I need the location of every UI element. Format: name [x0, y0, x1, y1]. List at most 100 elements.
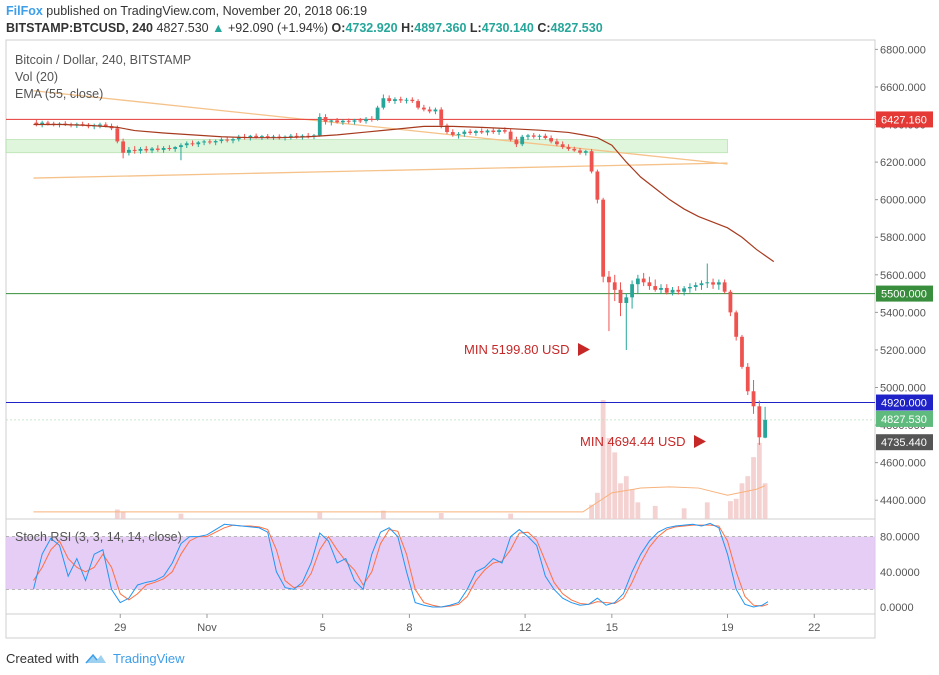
volume-bar [618, 483, 623, 519]
up-triangle-icon: ▲ [212, 21, 225, 35]
candle-body [682, 288, 687, 292]
tradingview-link[interactable]: TradingView [112, 650, 185, 666]
candle-body [352, 120, 357, 122]
candle-body [664, 287, 669, 293]
volume-bar [728, 501, 733, 519]
time-tick-label: 19 [721, 622, 733, 634]
candle-body [607, 276, 611, 283]
candle-body [572, 148, 577, 151]
candle-body [445, 125, 449, 133]
time-tick-label: 5 [320, 622, 326, 634]
volume-bar [733, 498, 739, 519]
candle-body [427, 109, 432, 112]
stoch-tick-label: 0.0000 [880, 602, 914, 614]
trendline[interactable] [33, 162, 728, 179]
time-axis[interactable]: 29 Nov 5 8 12 15 19 22 [114, 614, 820, 634]
candle-body [40, 122, 45, 125]
support-zone-layer [5, 139, 728, 154]
candle-body [456, 133, 461, 135]
candle-body [248, 135, 253, 138]
change-value: +92.090 (+1.94%) [227, 21, 329, 35]
candle-body [554, 141, 559, 145]
publisher-name[interactable]: FilFox [6, 4, 43, 18]
volume-bar [438, 513, 444, 519]
volume-bar [756, 442, 762, 519]
stoch-tick-label: 40.0000 [880, 567, 920, 579]
candle-body [583, 151, 588, 153]
candle-body [560, 144, 565, 148]
candle-body [393, 99, 397, 102]
legend-title: Bitcoin / Dollar, 240, BITSTAMP [15, 53, 191, 67]
volume-bar [380, 510, 386, 519]
footer: Created with TradingView [6, 648, 185, 668]
candle-body [173, 147, 178, 149]
candle-body [711, 282, 715, 285]
volume-bar [317, 512, 323, 519]
open-label: O: [331, 21, 346, 35]
candle-body [144, 148, 149, 151]
candle-body [526, 135, 530, 137]
price-axis[interactable]: 6800.0006600.0006400.0006200.0006000.000… [875, 44, 926, 614]
annotation-min-1[interactable]: MIN 5199.80 USD [464, 342, 570, 357]
horizontal-lines-layer[interactable] [6, 118, 875, 421]
high-label: H: [401, 21, 415, 35]
candle-body [364, 118, 368, 122]
price-badge-label: 4827.530 [881, 414, 927, 426]
price-tick-label: 4400.000 [880, 495, 926, 507]
candle-body [161, 148, 166, 150]
volume-bar [114, 509, 120, 519]
volume-bar [652, 505, 658, 519]
candle-body [468, 131, 473, 133]
trendline[interactable] [33, 90, 728, 165]
candle-body [341, 120, 345, 123]
price-badge [876, 434, 933, 451]
candle-body [647, 282, 652, 287]
candle-body [497, 130, 501, 133]
price-tick-label: 5400.000 [880, 307, 926, 319]
close-label: C: [537, 21, 551, 35]
price-badge [876, 410, 933, 427]
candle-body [236, 136, 241, 140]
volume-ma-line [33, 485, 766, 513]
legend-volume: Vol (20) [15, 70, 58, 84]
last-price: 4827.530 [156, 21, 209, 35]
candle-body [115, 128, 120, 142]
stoch-rsi-layer [6, 522, 875, 608]
candle-body [439, 109, 444, 126]
price-tick-label: 5800.000 [880, 232, 926, 244]
candle-body [751, 391, 756, 407]
legend-stoch-rsi: Stoch RSI (3, 3, 14, 14, close) [15, 530, 182, 544]
candle-body [225, 139, 230, 141]
candle-body [757, 406, 762, 438]
price-tick-label: 5600.000 [880, 270, 926, 282]
candle-body [404, 99, 409, 101]
price-badge [876, 285, 933, 302]
candle-body [537, 135, 542, 137]
candle-body [184, 143, 189, 146]
high-value: 4897.360 [414, 21, 467, 35]
candle-body [688, 287, 692, 289]
price-badge-label: 4920.000 [881, 398, 927, 410]
volume-bar [745, 476, 751, 519]
volume-bar [594, 492, 600, 519]
candle-body [254, 135, 259, 138]
trendline-layer[interactable] [33, 90, 728, 179]
price-labels: 6427.160 5500.000 4920.000 4827.530 4735.440 [876, 111, 933, 451]
stoch-band [6, 536, 875, 590]
candle-body [132, 149, 137, 151]
annotation-min-2[interactable]: MIN 4694.44 USD [580, 434, 686, 449]
candle-body [722, 282, 727, 292]
support-zone[interactable] [5, 139, 728, 154]
candle-body [329, 120, 334, 122]
volume-bar [589, 504, 594, 519]
price-tick-label: 6200.000 [880, 157, 926, 169]
candle-body [98, 124, 102, 126]
arrow-right-icon [694, 435, 706, 448]
candle-body [231, 139, 235, 141]
candle-body [103, 124, 108, 127]
candle-body [705, 282, 710, 284]
chart-header: FilFox published on TradingView.com, Nov… [0, 0, 939, 40]
candle-body [716, 282, 721, 285]
candle-body [543, 135, 548, 139]
